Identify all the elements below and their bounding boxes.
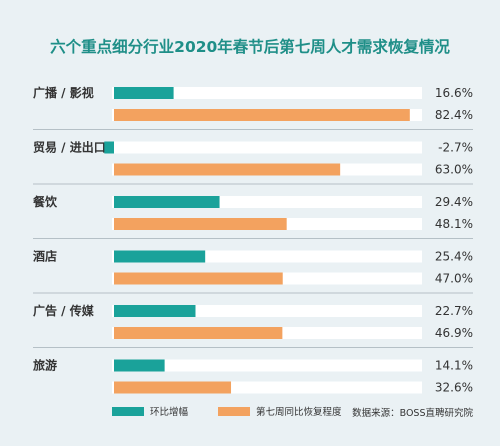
legend-item: 第七周同比恢复程度 [218,406,342,418]
bar-track [112,141,422,154]
value-label: 46.9% [435,326,473,340]
value-label: 63.0% [435,163,473,177]
bar-mom-growth [114,87,174,99]
category-label: 酒店 [33,249,57,264]
bar-yoy-recovery [114,218,287,230]
legend: 环比增幅 第七周同比恢复程度 [112,406,342,418]
bar-yoy-recovery [114,109,410,121]
bar-yoy-recovery [114,163,341,176]
value-label: 14.1% [435,359,473,373]
category-group: 旅游 14.1% 32.6% [33,347,473,395]
category-label: 旅游 [33,358,57,373]
bar-yoy-recovery [114,381,232,394]
bar-yoy-recovery [114,327,283,339]
value-label: 32.6% [435,381,473,395]
category-label: 贸易 / 进出口 [33,140,106,155]
bar-mom-growth [114,305,196,317]
bar-mom-growth [114,250,206,263]
bar-track [112,359,422,372]
legend-swatch [112,407,144,416]
legend-item: 环比增幅 [112,406,189,418]
category-group: 酒店 25.4% 47.0% [33,238,473,286]
category-label: 广告 / 传媒 [33,303,95,318]
value-label: 16.6% [435,86,473,100]
legend-swatch [218,407,250,416]
chart-groups: 广播 / 影视 16.6% 82.4% 贸易 / 进出口 -2.7% 63.0% 餐饮 29.… [33,85,473,395]
value-label: 48.1% [435,217,473,231]
value-label: 25.4% [435,250,473,264]
bar-track [112,87,422,99]
bar-mom-growth [104,141,114,154]
chart-title: 六个重点细分行业2020年春节后第七周人才需求恢复情况 [50,37,450,56]
category-group: 广播 / 影视 16.6% 82.4% [33,85,473,122]
category-group: 餐饮 29.4% 48.1% [33,183,473,231]
category-group: 广告 / 传媒 22.7% 46.9% [33,292,473,340]
value-label: 22.7% [435,304,473,318]
category-group: 贸易 / 进出口 -2.7% 63.0% [33,129,473,177]
value-label: 29.4% [435,195,473,209]
value-label: -2.7% [438,141,473,155]
source-note: 数据来源：BOSS直聘研究院 [352,407,473,419]
legend-label: 环比增幅 [150,406,189,418]
category-label: 广播 / 影视 [33,85,94,100]
bar-mom-growth [114,359,165,372]
legend-label: 第七周同比恢复程度 [256,406,342,418]
value-label: 47.0% [435,272,473,286]
bar-yoy-recovery [114,272,283,285]
category-label: 餐饮 [33,194,58,209]
value-label: 82.4% [435,108,473,122]
bar-mom-growth [114,196,220,208]
